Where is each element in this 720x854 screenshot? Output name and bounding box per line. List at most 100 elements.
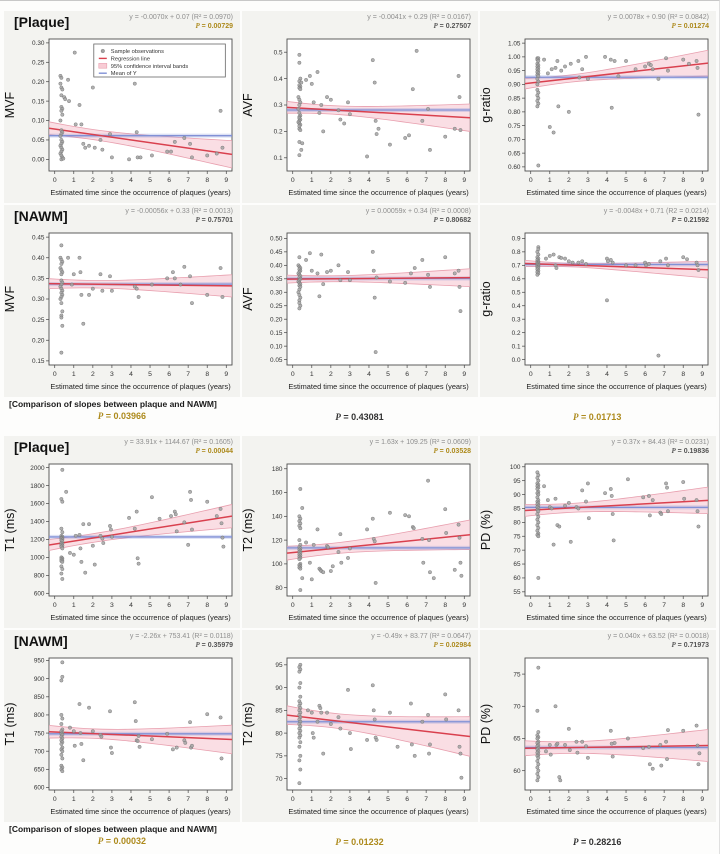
equation-block: y = -0.0048x + 0.71 (R2 = 0.0214) P = 0.2…: [604, 208, 709, 226]
y-tick-label: 900: [34, 676, 45, 683]
sample-observations: [296, 48, 463, 159]
x-axis-label: Estimated time since the occurrence of p…: [526, 807, 706, 816]
x-axis-label: Estimated time since the occurrence of p…: [50, 613, 230, 622]
y-tick-label: 950: [34, 658, 45, 665]
equation-block: y = 0.040x + 63.52 (R² = 0.0018) P = 0.71…: [608, 633, 709, 651]
sample-observations: [59, 660, 224, 774]
confidence-interval-band: [525, 729, 708, 762]
x-tick-label: 8: [443, 371, 447, 378]
x-tick-label: 6: [643, 177, 647, 184]
x-tick-label: 8: [681, 602, 685, 609]
scatter-plot-svg-plaque-t2: 80 100 120 140 160 180 0 1 2 3 4 5 6 7 8 9 Estimated tim…: [242, 463, 471, 622]
x-tick-label: 3: [348, 177, 352, 184]
p-value: P = 0.00729: [195, 22, 233, 31]
x-tick-label: 3: [110, 796, 114, 803]
x-axis-ticks: 0 1 2 3 4 5 6 7 8 9: [529, 596, 704, 609]
comparison-row-relaxometry: [Comparison of slopes between plaque and…: [3, 824, 716, 850]
x-tick-label: 0: [53, 371, 57, 378]
x-axis-ticks: 0 1 2 3 4 5 6 7 8 9: [291, 171, 466, 184]
y-tick-label: 0.20: [270, 316, 283, 323]
chart-row-plaque-relaxometry: [Plaque] y = 33.91x + 1144.67 (R² = 0.160…: [3, 435, 716, 629]
y-axis-label: T1 (ms): [4, 508, 17, 551]
sample-observations: [535, 665, 702, 783]
x-tick-label: 4: [129, 177, 133, 184]
sample-observations: [59, 467, 226, 581]
y-tick-label: 0.05: [270, 357, 283, 364]
x-tick-label: 8: [681, 177, 685, 184]
x-tick-label: 6: [167, 371, 171, 378]
x-tick-label: 5: [148, 177, 152, 184]
x-axis-ticks: 0 1 2 3 4 5 6 7 8 9: [529, 365, 704, 378]
legend-item-label: 95% confidence interval bands: [111, 64, 189, 70]
x-tick-label: 3: [110, 371, 114, 378]
y-axis-label: T2 (ms): [242, 702, 255, 745]
panel-header: y = -0.0041x + 0.29 (R² = 0.0167) P = 0.2…: [242, 11, 478, 35]
comparison-p-value: P = 0.00032: [97, 836, 146, 846]
confidence-band-lower-edge: [287, 549, 470, 561]
x-tick-label: 2: [567, 602, 571, 609]
equation-block: y = -0.0070x + 0.07 (R² = 0.0970) P = 0.0…: [129, 14, 233, 32]
confidence-interval-band: [49, 274, 232, 297]
comparison-p-value: P = 0.28216: [573, 837, 622, 847]
y-tick-label: 0.7: [512, 263, 521, 270]
scatter-plot-svg-nawm-gratio: 0.0 0.1 0.2 0.3 0.4 0.5 0.6 0.7 0.8 0.9 0 1 2 3 4 5 6 7 8 9…: [480, 232, 709, 391]
x-axis-ticks: 0 1 2 3 4 5 6 7 8 9: [53, 171, 228, 184]
scatter-plot-svg-nawm-mvf: 0.15 0.20 0.25 0.30 0.35 0.40 0.45 0 1 2 3 4 5 6 7 8 9 Es…: [4, 232, 233, 391]
x-axis-label: Estimated time since the occurrence of p…: [526, 382, 706, 391]
confidence-band-lower-edge: [287, 112, 470, 132]
y-axis-ticks: 55 60 65 70 75 80 85 90 95 100: [510, 464, 525, 596]
x-tick-label: 8: [205, 602, 209, 609]
panel-header: y = 0.0078x + 0.90 (R² = 0.0842) P = 0.01…: [480, 11, 716, 35]
scatter-panel-nawm-pd: y = 0.040x + 63.52 (R² = 0.0018) P = 0.71…: [480, 630, 716, 822]
y-tick-label: 100: [272, 561, 283, 568]
x-tick-label: 9: [462, 602, 466, 609]
y-tick-label: 75: [513, 671, 521, 678]
y-tick-label: 0.00: [32, 157, 45, 164]
confidence-band-lower-edge: [287, 724, 470, 757]
sample-observations: [297, 478, 464, 592]
y-tick-label: 55: [513, 589, 521, 596]
confidence-band-upper-edge: [287, 705, 470, 718]
y-tick-label: 0.65: [508, 150, 521, 157]
x-axis-label: Estimated time since the occurrence of p…: [288, 188, 468, 197]
y-tick-label: 70: [275, 776, 283, 783]
y-tick-label: 0.2: [512, 330, 521, 337]
x-tick-label: 3: [586, 177, 590, 184]
x-tick-label: 7: [186, 177, 190, 184]
y-tick-label: 0.9: [512, 236, 521, 243]
regression-equation: y = 33.91x + 1144.67 (R² = 0.1605): [124, 439, 233, 446]
x-tick-label: 1: [310, 371, 314, 378]
plot-frame: [524, 657, 709, 791]
plot-frame: [48, 232, 233, 366]
y-tick-label: 1400: [30, 519, 45, 526]
x-tick-label: 6: [405, 177, 409, 184]
y-tick-label: 1600: [30, 501, 45, 508]
confidence-band-upper-edge: [49, 724, 232, 730]
regression-line: [287, 106, 470, 119]
x-tick-label: 6: [643, 602, 647, 609]
section-title: [Plaque]: [14, 14, 70, 30]
confidence-band-upper-edge: [287, 268, 470, 277]
x-tick-label: 7: [424, 177, 428, 184]
y-tick-label: 0.30: [270, 289, 283, 296]
x-tick-label: 4: [367, 796, 371, 803]
x-tick-label: 0: [529, 177, 533, 184]
y-tick-label: 0.95: [508, 68, 521, 75]
y-tick-label: 95: [513, 478, 521, 485]
regression-line: [525, 744, 708, 749]
y-tick-label: 85: [275, 708, 283, 715]
comparison-slopes-label: [Comparison of slopes between plaque and…: [9, 824, 217, 834]
x-tick-label: 3: [348, 602, 352, 609]
comparison-slopes-label: [Comparison of slopes between plaque and…: [9, 399, 217, 409]
y-tick-label: 1200: [30, 537, 45, 544]
y-axis-ticks: 60 65 70 75: [513, 671, 525, 775]
y-axis-ticks: 0.1 0.2 0.3 0.4 0.5: [274, 49, 287, 162]
chart-row-nawm-relaxometry: [NAWM] y = -2.26x + 753.41 (R² = 0.0118) P…: [3, 629, 716, 823]
panel-header: y = -0.49x + 83.77 (R² = 0.0647) P = 0.02…: [242, 630, 478, 654]
y-axis-label: PD (%): [480, 510, 493, 550]
x-tick-label: 4: [129, 602, 133, 609]
y-tick-label: 0.4: [512, 303, 521, 310]
x-tick-label: 1: [548, 177, 552, 184]
x-tick-label: 5: [386, 371, 390, 378]
comparison-cell: P = 0.28216: [478, 824, 716, 850]
